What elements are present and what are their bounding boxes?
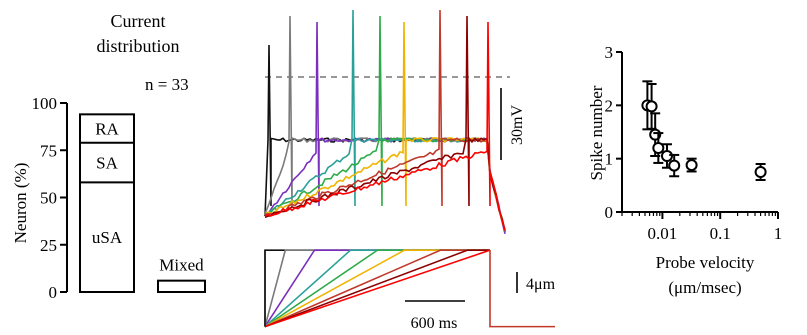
panel-c-x-axis-label-line-2: (μm/msec) <box>668 278 741 297</box>
panel-a-y-tick-label: 50 <box>40 189 57 208</box>
panel-c-y-tick-label: 1 <box>605 150 614 169</box>
bar-all-neurons <box>79 113 135 293</box>
data-point <box>652 142 665 154</box>
voltage-trace <box>264 21 506 231</box>
data-point <box>660 150 673 162</box>
panel-a-y-axis: 0 25 50 75 100 <box>32 94 68 302</box>
panel-a-title-line-2: distribution <box>96 36 179 56</box>
panel-c-axes: 0 1 2 3 0.01 0.1 1 <box>605 43 783 243</box>
segment-label-ra: RA <box>95 120 119 139</box>
data-point <box>645 100 658 113</box>
panel-c-y-axis-label: Spike number <box>587 85 606 180</box>
panel-c-x-tick-label: 0.1 <box>710 224 731 243</box>
panel-c-y-tick-label: 3 <box>605 43 614 62</box>
panel-a-y-tick-label: 25 <box>40 236 57 255</box>
panel-a-bars: uSA SA RA Mixed <box>79 113 206 294</box>
panel-spike-number: Spike number Probe velocity (μm/msec) 0 1… <box>587 43 782 297</box>
voltage-traces <box>264 9 510 234</box>
panel-c-x-tick-label: 1 <box>774 224 783 243</box>
displacement-scale-label: 4μm <box>526 276 556 293</box>
ramp-offset-line <box>489 250 555 328</box>
panel-c-x-axis-label-line-1: Probe velocity <box>656 253 755 272</box>
panel-c-x-tick-label: 0.01 <box>648 224 678 243</box>
voltage-trace <box>264 15 506 232</box>
voltage-trace <box>264 9 506 231</box>
voltage-trace <box>264 15 506 231</box>
segment-label-sa: SA <box>96 154 118 173</box>
voltage-scale-label: 30mV <box>509 105 526 145</box>
data-point <box>668 159 681 172</box>
data-point <box>754 166 767 178</box>
sample-size-annotation: n = 33 <box>145 75 189 94</box>
bar-mixed <box>157 279 206 294</box>
panel-c-points <box>641 80 767 181</box>
ramp-stimulus <box>264 249 491 328</box>
panel-c-y-tick-label: 0 <box>605 203 614 222</box>
panel-a-y-tick-label: 0 <box>49 283 58 302</box>
panel-a-y-tick-label: 75 <box>40 141 57 160</box>
panel-current-distribution: Current distribution n = 33 Neuron (%) 0… <box>11 11 206 302</box>
voltage-trace <box>264 21 506 230</box>
panel-c-y-tick-label: 2 <box>605 96 614 115</box>
time-scale-label: 600 ms <box>411 315 458 332</box>
panel-a-title-line-1: Current <box>111 11 166 31</box>
panel-a-y-axis-label: Neuron (%) <box>11 163 30 244</box>
panel-voltage-traces: 30mV 4μm 600 ms <box>264 9 556 332</box>
data-point <box>685 159 698 172</box>
bar-mixed-label: Mixed <box>159 256 204 275</box>
ramp-stimuli <box>264 249 555 328</box>
segment-label-usa: uSA <box>92 228 123 247</box>
ramp-stimulus <box>264 249 490 328</box>
panel-a-y-tick-label: 100 <box>32 94 58 113</box>
